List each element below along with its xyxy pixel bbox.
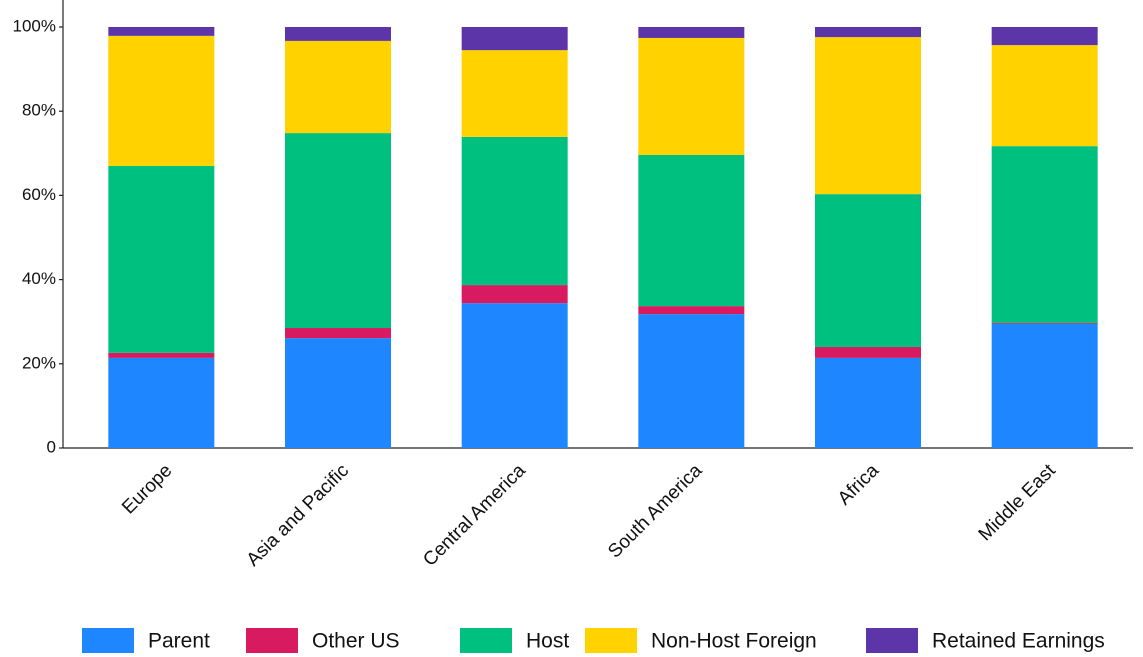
legend-label: Other US — [312, 630, 400, 653]
x-tick-label: Middle East — [975, 460, 1061, 546]
bar-segment — [108, 165, 215, 353]
bar-segment — [991, 27, 1098, 46]
bar-segment — [285, 40, 391, 134]
x-tick-label: Central America — [419, 460, 530, 571]
bar-segment — [638, 314, 745, 448]
bar-segment — [991, 322, 1098, 324]
bar-segment — [461, 285, 568, 304]
bar-segment — [108, 35, 215, 166]
bar-segment — [815, 27, 921, 38]
bar-segment — [285, 133, 391, 329]
bar-segment — [815, 346, 921, 358]
bar-segment — [991, 146, 1098, 323]
bar-segment — [461, 27, 568, 51]
bar-segment — [638, 27, 745, 38]
legend-swatch — [82, 628, 134, 653]
bar-segment — [461, 303, 568, 448]
bar-segment — [108, 352, 215, 358]
x-tick-label: Africa — [834, 460, 883, 509]
legend-swatch — [585, 628, 637, 653]
legend-label: Non-Host Foreign — [651, 630, 817, 653]
bar-segment — [638, 306, 745, 315]
bar-segment — [461, 50, 568, 137]
bar-segment — [285, 27, 391, 41]
legend-label: Host — [526, 630, 569, 653]
legend-swatch — [246, 628, 298, 653]
legend-swatch — [460, 628, 512, 653]
bar-segment — [285, 328, 391, 339]
bar-segment — [991, 45, 1098, 147]
y-tick-label: 40% — [22, 269, 56, 288]
x-tick-label: Europe — [118, 460, 176, 518]
legend-label: Parent — [148, 630, 210, 653]
bar-segment — [108, 357, 215, 448]
y-tick-label: 100% — [13, 16, 56, 35]
y-tick-label: 0 — [47, 437, 56, 456]
bar-segment — [285, 338, 391, 448]
y-tick-label: 60% — [22, 185, 56, 204]
bar-segment — [815, 37, 921, 195]
bar-segment — [638, 154, 745, 307]
bar-segment — [638, 37, 745, 155]
y-tick-label: 80% — [22, 101, 56, 120]
bar-segment — [815, 357, 921, 448]
bar-segment — [991, 323, 1098, 448]
x-tick-label: Asia and Pacific — [243, 460, 353, 570]
legend-swatch — [866, 628, 918, 653]
bar-segment — [815, 194, 921, 347]
x-tick-label: South America — [604, 460, 707, 563]
bar-segment — [108, 27, 215, 36]
legend-label: Retained Earnings — [932, 630, 1105, 653]
y-tick-label: 20% — [22, 353, 56, 372]
bar-segment — [461, 136, 568, 286]
